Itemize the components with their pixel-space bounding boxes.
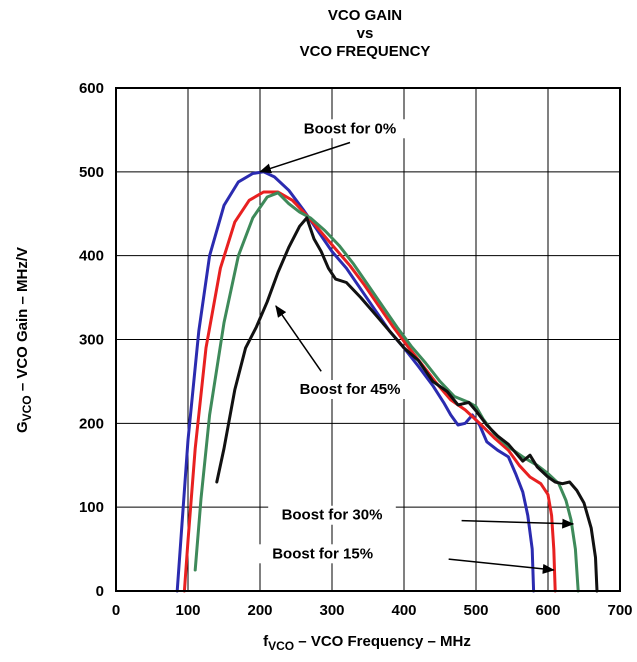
annotation-arrow-1	[275, 305, 322, 372]
plot-frame	[115, 87, 621, 592]
y-tick-label-6: 600	[79, 80, 104, 97]
y-tick-label-5: 500	[79, 164, 104, 181]
annotation-arrow-2	[461, 518, 575, 529]
y-tick-label-0: 0	[96, 583, 104, 600]
x-axis-label-rest: – VCO Frequency – MHz	[294, 633, 471, 650]
x-tick-label-6: 600	[535, 602, 560, 619]
annotation-backdrop-0	[290, 119, 410, 139]
x-axis-label: fVCO – VCO Frequency – MHz	[263, 633, 471, 653]
x-tick-label-1: 100	[175, 602, 200, 619]
y-tick-label-4: 400	[79, 248, 104, 265]
y-axis-label-main: G	[14, 421, 31, 433]
y-tick-label-3: 300	[79, 332, 104, 349]
chart-title-line-1: VCO GAIN	[328, 7, 402, 24]
annotation-label-3: Boost for 15%	[272, 545, 373, 562]
annotation-label-2: Boost for 30%	[282, 507, 383, 524]
x-axis-label-main: f	[263, 633, 269, 650]
annotation-backdrop-2	[268, 505, 396, 525]
series-layer	[175, 170, 599, 593]
x-tick-label-5: 500	[463, 602, 488, 619]
x-axis-label-sub: VCO	[268, 639, 294, 653]
annotation-arrow-3	[448, 558, 555, 574]
y-axis-label-sub: VCO	[20, 395, 34, 421]
annotations: Boost for 0% Boost for 45% Boost for 30% Bo…	[258, 119, 575, 574]
annotation-label-0: Boost for 0%	[304, 120, 397, 137]
x-tick-label-4: 400	[391, 602, 416, 619]
annotation-arrow-0	[259, 141, 351, 174]
annotation-backdrop-3	[258, 544, 387, 564]
series-line-3	[215, 216, 599, 593]
series-line-2	[193, 191, 580, 593]
y-tick-label-2: 200	[79, 415, 104, 432]
y-axis-label: GVCO – VCO Gain – MHz/V	[14, 247, 34, 433]
x-tick-label-3: 300	[319, 602, 344, 619]
x-tick-label-0: 0	[112, 602, 120, 619]
annotation-backdrop-1	[286, 379, 414, 399]
x-tick-label-7: 700	[607, 602, 632, 619]
tick-labels: 0 100 200 300 400 500 600 700 0 100 200 300 400 500 60…	[79, 80, 633, 619]
y-axis-label-rest: – VCO Gain – MHz/V	[14, 247, 31, 395]
chart-title: VCO GAIN vs VCO FREQUENCY	[300, 7, 431, 60]
chart-title-line-3: VCO FREQUENCY	[300, 43, 431, 60]
y-tick-label-1: 100	[79, 499, 104, 516]
x-tick-label-2: 200	[247, 602, 272, 619]
annotation-label-1: Boost for 45%	[300, 381, 401, 398]
series-line-1	[182, 190, 557, 593]
chart-title-line-2: vs	[357, 25, 374, 42]
